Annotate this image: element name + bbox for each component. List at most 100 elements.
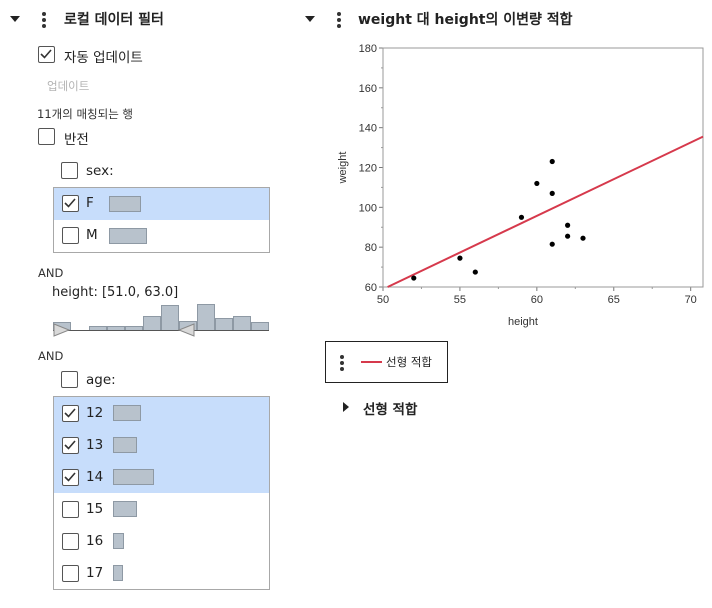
collapse-filter-icon[interactable] [10,16,20,22]
histogram-bar [125,326,143,330]
histogram-bar [107,326,125,330]
height-histogram [53,302,269,330]
x-tick-label: 70 [685,294,697,306]
age-all-checkbox[interactable] [61,371,78,388]
plot-title: weight 대 height의 이변량 적합 [358,12,573,28]
y-tick-label: 60 [365,282,377,294]
y-axis-ticks: 60 80 100 120 140 160 180 [359,43,383,294]
count-bar [113,405,141,421]
histogram-bar [215,318,233,330]
count-bar [113,501,137,517]
and-label: AND [38,349,64,363]
x-tick-label: 60 [531,294,543,306]
sex-f-label: F [86,195,94,211]
check-icon [64,440,76,450]
age-label: age: [86,372,116,388]
check-icon [64,198,76,208]
x-tick-label: 50 [377,294,389,306]
age-12-label: 12 [86,405,104,421]
count-bar [113,533,124,549]
auto-update-checkbox[interactable] [38,46,55,63]
auto-update-label: 자동 업데이트 [64,50,143,66]
collapse-plot-icon[interactable] [305,16,315,22]
linear-fit-title[interactable]: 선형 적합 [363,402,418,418]
list-item-age-16[interactable]: 16 [54,525,269,557]
y-tick-label: 140 [359,123,377,135]
histogram-bar [251,322,269,330]
sex-m-checkbox[interactable] [62,227,79,244]
legend-label: 선형 적합 [386,355,432,369]
height-range-slider[interactable] [53,302,269,337]
data-point[interactable] [411,275,417,281]
legend-line-swatch [361,361,382,363]
data-point[interactable] [549,241,555,247]
age-17-checkbox[interactable] [62,565,79,582]
sex-f-checkbox[interactable] [62,195,79,212]
fit-legend: 선형 적합 [325,341,448,383]
histogram-bar [179,321,197,330]
data-point[interactable] [534,180,540,187]
matched-rows-text: 11개의 매칭되는 행 [37,107,134,121]
slider-max-handle[interactable] [177,323,195,337]
and-label: AND [38,266,64,280]
plot-frame [382,47,704,288]
y-axis-label: weight [337,152,349,185]
legend-menu-icon[interactable] [340,355,344,371]
histogram-bar [143,316,161,330]
list-item-age-17[interactable]: 17 [54,557,269,589]
invert-label: 반전 [64,132,89,148]
list-item-age-13[interactable]: 13 [54,429,269,461]
age-15-checkbox[interactable] [62,501,79,518]
count-bar [113,469,154,485]
sex-m-label: M [86,227,98,243]
count-bar [113,565,123,581]
data-point[interactable] [565,233,571,239]
list-item-sex-f[interactable]: F [54,188,269,220]
y-tick-label: 100 [359,202,377,214]
age-16-checkbox[interactable] [62,533,79,550]
histogram-bar [233,316,251,330]
list-item-age-12[interactable]: 12 [54,397,269,429]
list-item-age-15[interactable]: 15 [54,493,269,525]
expand-linear-fit-icon[interactable] [343,402,349,412]
points-group [411,158,586,281]
plot-menu-icon[interactable] [337,12,341,28]
check-icon [64,472,76,482]
filter-menu-icon[interactable] [42,12,46,28]
age-13-label: 13 [86,437,104,453]
age-14-checkbox[interactable] [62,469,79,486]
x-axis-ticks: 50 55 60 65 70 [377,287,697,306]
sex-listbox: F M [53,187,270,253]
age-13-checkbox[interactable] [62,437,79,454]
list-item-age-14[interactable]: 14 [54,461,269,493]
y-tick-label: 80 [365,242,377,254]
filter-title: 로컬 데이터 필터 [64,12,164,28]
update-button[interactable]: 업데이트 [47,79,90,93]
count-bar [109,228,147,244]
y-tick-label: 120 [359,163,377,175]
age-16-label: 16 [86,533,104,549]
age-12-checkbox[interactable] [62,405,79,422]
scatter-chart: 60 80 100 120 140 160 180 50 55 60 65 70 height we… [337,43,704,328]
y-tick-label: 160 [359,83,377,95]
linear-fit-line [387,135,704,288]
data-point[interactable] [565,222,571,228]
data-point[interactable] [457,255,463,261]
sex-all-checkbox[interactable] [61,162,78,179]
data-point[interactable] [549,158,555,165]
invert-checkbox[interactable] [38,128,55,145]
data-point[interactable] [549,190,555,196]
fit-line-group [387,135,704,288]
x-tick-label: 65 [608,294,620,306]
sex-label: sex: [86,163,114,179]
age-14-label: 14 [86,469,104,485]
histogram-bar [89,326,107,330]
data-point[interactable] [518,214,525,220]
list-item-sex-m[interactable]: M [54,220,269,252]
x-tick-label: 55 [454,294,466,306]
count-bar [109,196,141,212]
slider-min-handle[interactable] [53,323,71,337]
data-point[interactable] [472,269,478,275]
data-point[interactable] [580,235,586,241]
count-bar [113,437,137,453]
